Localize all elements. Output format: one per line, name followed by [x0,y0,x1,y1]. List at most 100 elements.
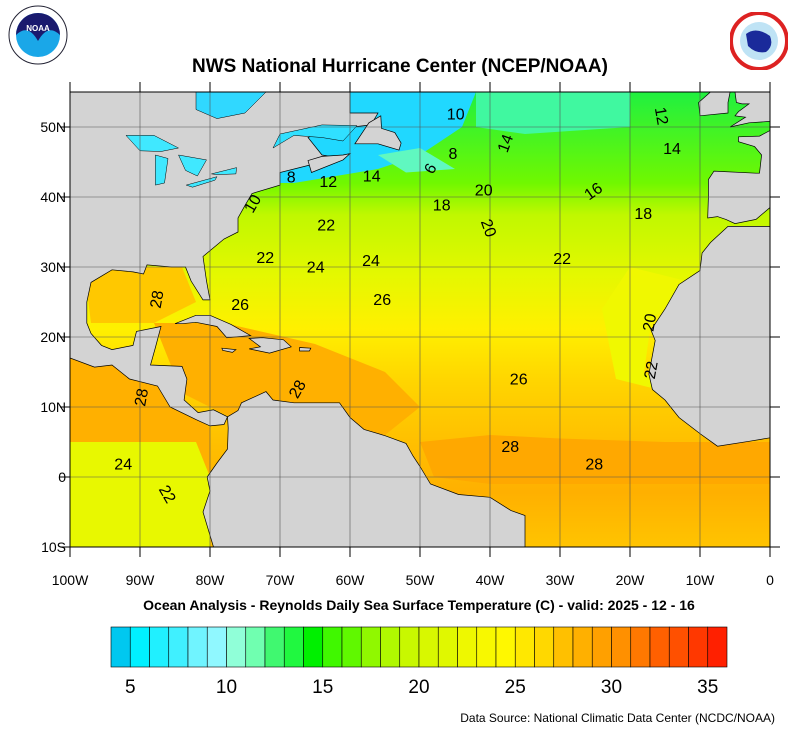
colorbar-swatch [476,626,497,668]
land-africa [648,226,770,447]
x-tick-label: 90W [125,572,155,588]
colorbar-swatch [707,626,728,668]
x-tick-label: 70W [265,572,295,588]
colorbar-swatch [206,626,227,668]
contour-label: 14 [663,141,681,158]
x-tick-label: 100W [51,572,89,588]
colorbar-swatch [264,626,285,668]
land-cuba [174,314,252,339]
land-south-america [202,391,526,547]
land-newfoundland [354,115,402,151]
colorbar-swatch [149,626,170,668]
contour-label: 26 [510,371,528,388]
land-hispaniola [248,337,292,354]
ocean-shelf [378,148,455,173]
lake-ontario [211,167,237,175]
contour-label: 24 [362,253,380,270]
colorbar-swatch [553,626,574,668]
lake-superior [125,135,180,152]
colorbar-swatch [283,626,304,668]
colorbar [110,626,728,668]
x-tick-label: 50W [405,572,435,588]
colorbar-label: 10 [215,677,238,698]
contour-label: 14 [495,132,517,155]
contour-label: 22 [317,217,335,234]
y-tick-label: 10S [41,539,66,555]
contour-label: 12 [319,174,337,191]
contour-label: 18 [433,198,451,215]
contour-label: 12 [651,106,671,127]
colorbar-swatch [457,626,478,668]
contour-label: 28 [286,378,310,402]
colorbar-swatch [572,626,593,668]
x-tick-label: 60W [335,572,365,588]
ocean-cool-north [476,92,630,134]
y-tick-label: 30N [40,259,66,275]
contour-label: 10 [447,107,465,124]
colorbar-swatch [534,626,555,668]
contour-label: 10 [241,192,265,216]
colorbar-swatch [360,626,381,668]
plot-frame [69,91,771,548]
colorbar-swatch [168,626,189,668]
map-subtitle: Ocean Analysis - Reynolds Daily Sea Surf… [143,597,695,613]
colorbar-swatch [187,626,208,668]
contour-label: 22 [256,250,274,267]
colorbar-swatch [611,626,632,668]
james-bay [195,92,267,119]
lake-erie [185,176,218,188]
y-tick-label: 20N [40,329,66,345]
colorbar-label: 35 [697,677,719,698]
colorbar-label: 30 [600,677,623,698]
contour-label: 22 [155,483,179,507]
contour-label: 24 [307,259,325,276]
data-source: Data Source: National Climatic Data Cent… [460,711,775,725]
colorbar-swatch [380,626,401,668]
x-tick-label: 10W [685,572,715,588]
colorbar-swatch [322,626,343,668]
land-jamaica [221,347,237,353]
colorbar-swatch [437,626,458,668]
x-tick-label: 20W [615,572,645,588]
x-tick-label: 80W [195,572,225,588]
contour-label: 28 [585,457,603,474]
colorbar-swatch [129,626,150,668]
svg-text:NOAA: NOAA [26,24,50,33]
contour-label: 26 [373,292,391,309]
colorbar-swatch [514,626,535,668]
contour-label: 18 [634,206,652,223]
contour-label: 20 [477,217,499,240]
page-title: NWS National Hurricane Center (NCEP/NOAA… [192,56,608,77]
contour-label: 14 [363,168,381,185]
contour-label: 20 [640,312,660,333]
colorbar-swatch [341,626,362,668]
contour-label: 28 [132,387,152,408]
y-tick-label: 40N [40,189,66,205]
contour-label: 22 [642,360,662,381]
land-iberia [707,92,770,224]
ocean-canary-upwelling [602,267,686,393]
colorbar-swatch [495,626,516,668]
x-tick-label: 0 [766,572,774,588]
colorbar-swatch [399,626,420,668]
land-puerto-rico [299,347,312,352]
contour-label: 8 [287,170,296,187]
colorbar-label: 5 [124,677,136,698]
contour-label: 28 [148,289,168,310]
colorbar-swatch [649,626,670,668]
land-britain [729,92,770,128]
contour-label: 26 [231,297,249,314]
lake-michigan [155,154,169,186]
contour-label: 8 [448,146,457,163]
noaa-logo: NOAA [8,5,68,65]
colorbar-swatch [668,626,689,668]
y-tick-label: 50N [40,119,66,135]
nws-logo [729,11,789,71]
colorbar-swatch [591,626,612,668]
colorbar-swatch [418,626,439,668]
colorbar-swatch [226,626,247,668]
ocean-equatorial [420,435,770,484]
lake-huron [178,154,207,177]
colorbar-swatch [688,626,709,668]
